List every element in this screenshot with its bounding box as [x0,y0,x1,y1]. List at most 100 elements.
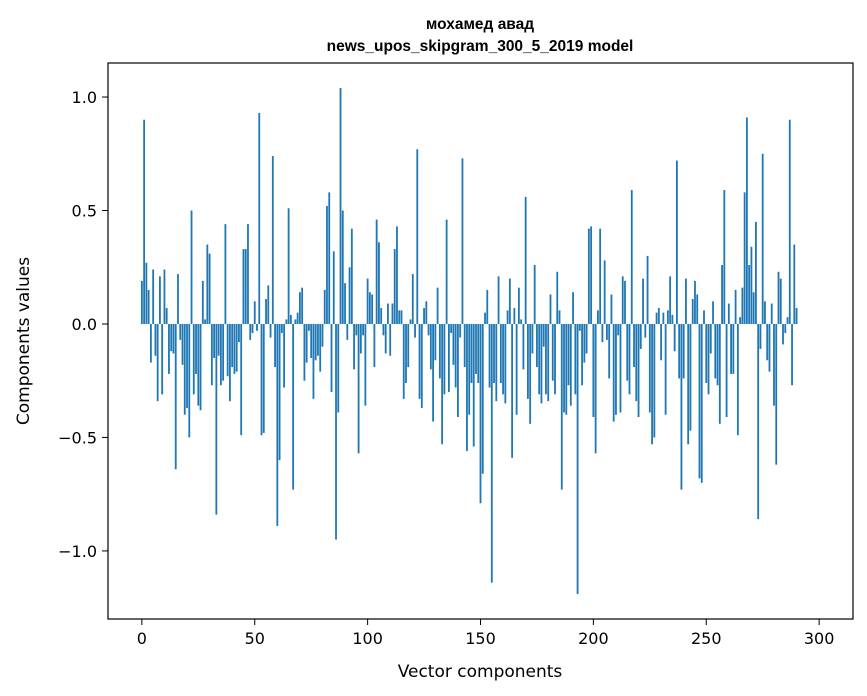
bar [615,323,617,415]
bar [558,310,561,324]
bar [335,323,337,540]
bar [260,323,263,436]
x-tick-label: 200 [578,629,609,648]
bar [276,323,279,526]
bar [285,319,288,324]
bar [262,323,265,433]
bar [235,323,238,372]
bar [732,323,735,374]
bar [554,323,556,395]
bar [599,228,602,324]
x-tick-label: 0 [137,629,147,648]
bar [308,323,310,331]
bar [657,308,660,324]
bar [621,276,624,324]
bar [197,323,200,406]
bar [565,323,568,415]
y-tick-label: 0.5 [72,202,97,221]
bar [549,294,552,324]
bar [256,323,258,331]
bar [289,314,292,324]
x-tick-label: 100 [352,629,383,648]
bar [630,190,633,324]
bar [359,323,362,354]
bar [326,205,328,324]
bar [240,323,243,436]
bar [278,323,281,461]
bar [775,323,778,465]
bar [389,323,392,356]
bar [249,323,252,340]
bar [457,323,459,418]
bar [727,303,730,324]
bar [391,303,394,324]
bar [721,264,723,324]
bar [418,323,421,399]
bar [145,262,148,324]
bar [592,323,595,418]
bar [301,287,304,324]
bar [393,249,396,324]
bar [172,323,175,354]
bar [159,276,161,324]
bar [624,280,626,324]
bar [296,312,299,324]
bar [538,323,541,395]
bar [222,323,225,381]
bar [490,323,493,583]
bar [791,323,793,386]
bar [576,323,579,595]
bar [269,323,272,338]
bar [755,221,757,324]
bar [542,323,545,347]
x-tick-label: 50 [245,629,265,648]
bar [332,251,335,324]
y-axis: −1.0 −0.5 0.0 0.5 1.0 [58,88,108,561]
bar [186,323,188,408]
bar [486,289,489,324]
bar [409,319,412,324]
bar [782,323,784,345]
x-tick-label: 250 [691,629,722,648]
bar [642,278,644,324]
bar [508,278,511,324]
bar [524,196,527,324]
bar [533,264,536,324]
bar [344,283,346,324]
bar [337,323,340,413]
bar [678,323,681,379]
bar [357,323,360,454]
bar [619,323,622,413]
bar [217,323,220,356]
bar [601,323,604,343]
bar [353,323,355,370]
bar [238,323,240,343]
bar [660,323,663,361]
bar [700,323,703,483]
bar [210,323,213,386]
bar [606,323,608,340]
bar [671,314,674,324]
bar [637,323,640,418]
bar [689,323,692,431]
bar [705,323,708,383]
bar [707,323,710,395]
bar [761,153,764,324]
bar [298,292,301,324]
bar [231,323,234,368]
bar [432,323,434,422]
bar [387,303,389,324]
bar [452,323,455,365]
bar [633,323,635,368]
bar [466,323,468,452]
bar [341,210,344,324]
bar [475,323,477,374]
bar [748,264,751,324]
bar [303,323,306,381]
bar [192,323,195,395]
chart-title: мохамед авад [426,16,534,33]
bar [233,323,236,374]
bar [350,228,353,324]
bar [208,253,211,324]
y-tick-label: 0.0 [72,315,97,334]
